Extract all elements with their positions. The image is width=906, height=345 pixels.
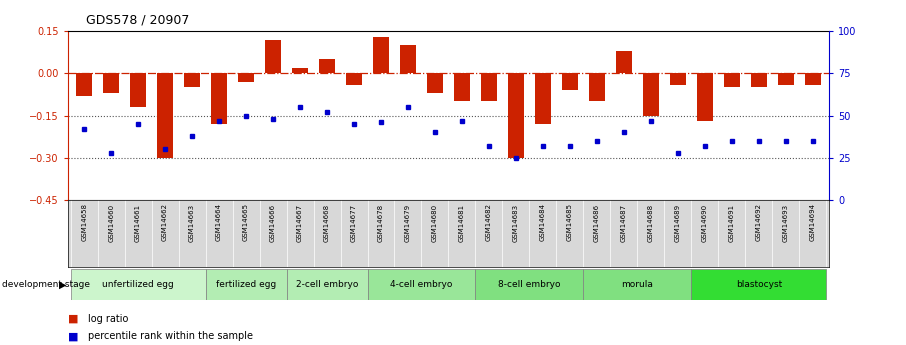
Text: GSM14683: GSM14683 xyxy=(513,204,519,241)
Bar xyxy=(427,73,443,93)
Bar xyxy=(206,269,286,300)
Bar xyxy=(76,73,92,96)
Bar xyxy=(562,73,578,90)
Text: GSM14661: GSM14661 xyxy=(135,204,141,241)
Text: GSM14679: GSM14679 xyxy=(405,204,411,241)
Bar xyxy=(670,73,686,85)
Text: GSM14662: GSM14662 xyxy=(162,204,169,241)
Bar xyxy=(71,269,206,300)
Bar xyxy=(184,73,200,87)
Bar xyxy=(616,51,632,73)
Bar xyxy=(535,73,551,124)
Text: GSM14666: GSM14666 xyxy=(270,204,276,241)
Text: 2-cell embryo: 2-cell embryo xyxy=(296,280,358,289)
Text: GSM14688: GSM14688 xyxy=(648,204,654,241)
Text: GSM14685: GSM14685 xyxy=(567,204,573,241)
Text: GSM14680: GSM14680 xyxy=(432,204,438,241)
Bar xyxy=(476,269,583,300)
Text: GSM14681: GSM14681 xyxy=(459,204,465,241)
Bar xyxy=(400,45,416,73)
Bar xyxy=(346,73,362,85)
Text: 4-cell embryo: 4-cell embryo xyxy=(390,280,453,289)
Bar xyxy=(103,73,120,93)
Bar xyxy=(211,73,227,124)
Text: GSM14658: GSM14658 xyxy=(82,204,87,241)
Bar xyxy=(805,73,821,85)
Bar xyxy=(373,37,389,73)
Text: GSM14663: GSM14663 xyxy=(189,204,195,241)
Bar xyxy=(697,73,713,121)
Bar xyxy=(724,73,740,87)
Bar xyxy=(319,59,335,73)
Bar xyxy=(777,73,794,85)
Bar xyxy=(583,269,691,300)
Text: GSM14689: GSM14689 xyxy=(675,204,681,241)
Text: ■: ■ xyxy=(68,332,79,341)
Text: blastocyst: blastocyst xyxy=(736,280,782,289)
Text: GSM14693: GSM14693 xyxy=(783,204,789,241)
Bar xyxy=(454,73,470,101)
Bar xyxy=(751,73,766,87)
Text: GSM14664: GSM14664 xyxy=(216,204,222,241)
Text: log ratio: log ratio xyxy=(88,314,129,324)
Text: GSM14684: GSM14684 xyxy=(540,204,546,241)
Text: GSM14687: GSM14687 xyxy=(621,204,627,241)
Text: 8-cell embryo: 8-cell embryo xyxy=(498,280,561,289)
Bar xyxy=(368,269,476,300)
Text: GSM14668: GSM14668 xyxy=(324,204,330,241)
Text: GSM14694: GSM14694 xyxy=(810,204,815,241)
Text: GSM14660: GSM14660 xyxy=(108,204,114,241)
Bar xyxy=(292,68,308,73)
Text: morula: morula xyxy=(622,280,653,289)
Text: percentile rank within the sample: percentile rank within the sample xyxy=(88,332,253,341)
Bar xyxy=(481,73,497,101)
Text: GSM14665: GSM14665 xyxy=(243,204,249,241)
Bar xyxy=(265,39,281,73)
Text: GDS578 / 20907: GDS578 / 20907 xyxy=(86,14,189,27)
Text: GSM14677: GSM14677 xyxy=(351,204,357,241)
Text: GSM14678: GSM14678 xyxy=(378,204,384,241)
Text: ▶: ▶ xyxy=(59,280,66,289)
Bar xyxy=(508,73,524,158)
Text: GSM14692: GSM14692 xyxy=(756,204,762,241)
Bar xyxy=(238,73,255,82)
Text: ■: ■ xyxy=(68,314,79,324)
Text: unfertilized egg: unfertilized egg xyxy=(102,280,174,289)
Text: GSM14691: GSM14691 xyxy=(728,204,735,241)
Text: GSM14690: GSM14690 xyxy=(702,204,708,241)
Bar xyxy=(286,269,368,300)
Bar xyxy=(130,73,146,107)
Text: GSM14686: GSM14686 xyxy=(594,204,600,241)
Bar xyxy=(691,269,826,300)
Text: fertilized egg: fertilized egg xyxy=(216,280,276,289)
Text: GSM14682: GSM14682 xyxy=(486,204,492,241)
Text: GSM14667: GSM14667 xyxy=(297,204,303,241)
Bar xyxy=(589,73,605,101)
Bar xyxy=(642,73,659,116)
Bar xyxy=(157,73,173,158)
Text: development stage: development stage xyxy=(2,280,90,289)
